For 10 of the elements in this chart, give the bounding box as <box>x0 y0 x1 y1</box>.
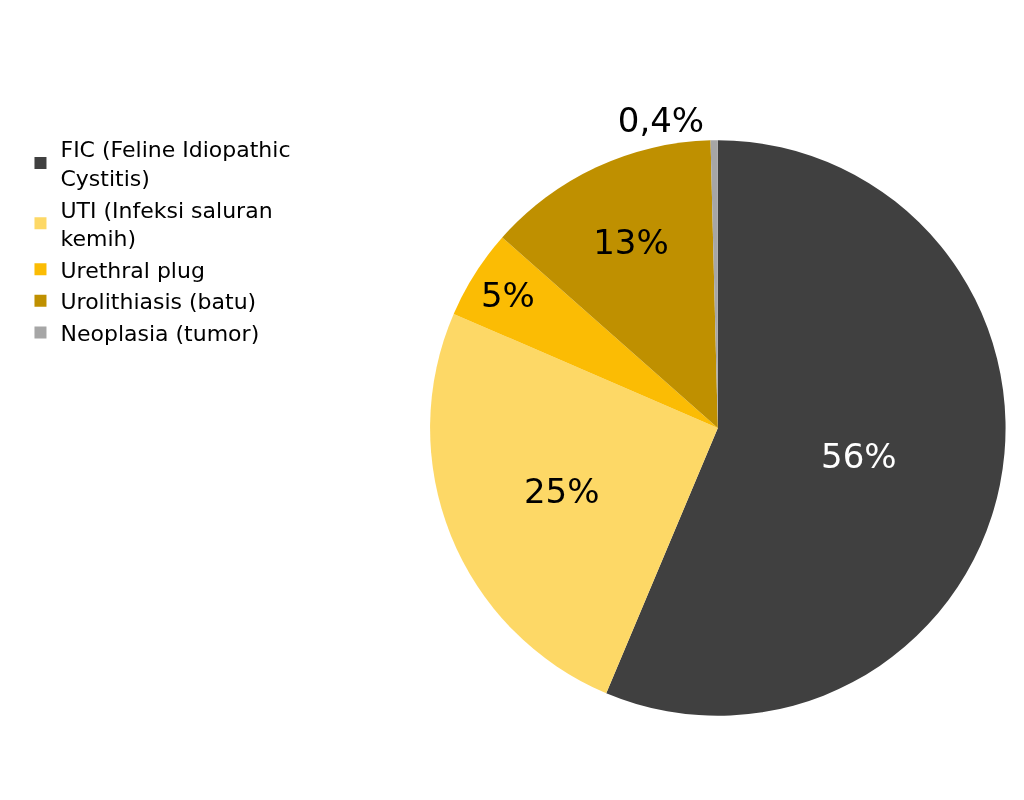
data-label: 25% <box>523 470 600 511</box>
legend-label: Neoplasia (tumor) <box>60 320 260 346</box>
data-label: 0,4% <box>617 100 705 141</box>
legend-label: FIC (Feline Idiopathic Cystitis) <box>60 137 291 191</box>
data-label: 5% <box>480 274 535 315</box>
legend-label: Urolithiasis (batu) <box>60 289 257 315</box>
legend-label: Urethral plug <box>60 257 205 283</box>
data-label: 56% <box>821 436 897 477</box>
data-label: 13% <box>593 221 669 262</box>
legend-label: UTI (Infeksi saluran kemih) <box>60 197 273 252</box>
